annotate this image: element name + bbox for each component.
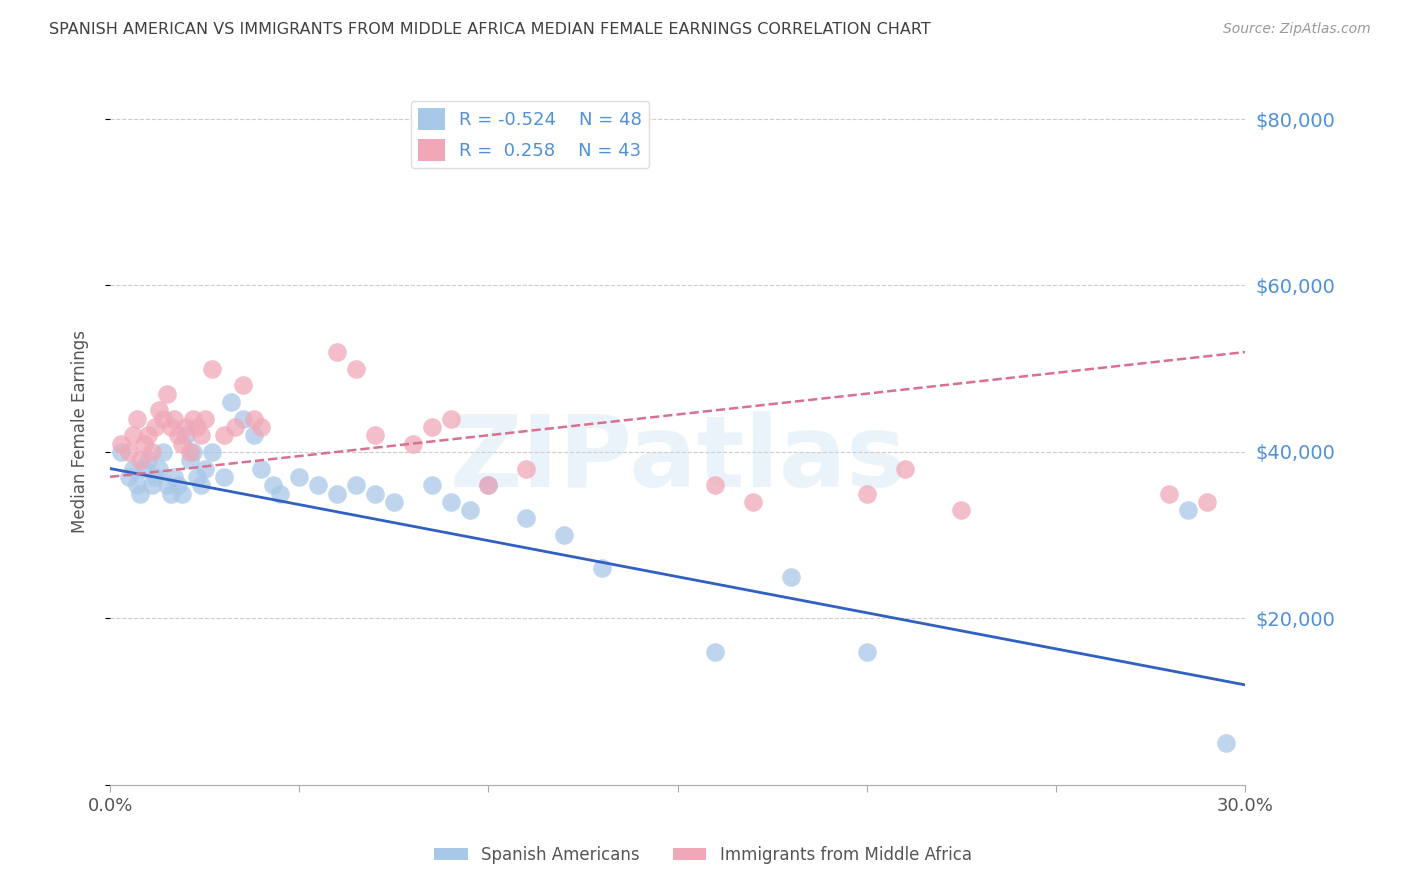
Point: [129, 453, 152, 467]
Point: [136, 428, 159, 442]
Point: [118, 470, 141, 484]
Point: [110, 436, 132, 450]
Point: [591, 561, 613, 575]
Point: [515, 511, 537, 525]
Point: [704, 478, 727, 492]
Point: [344, 478, 367, 492]
Point: [224, 420, 246, 434]
Text: ZIPatlas: ZIPatlas: [449, 411, 905, 508]
Point: [121, 461, 143, 475]
Point: [181, 411, 204, 425]
Point: [439, 411, 461, 425]
Point: [141, 478, 163, 492]
Point: [141, 445, 163, 459]
Point: [125, 411, 148, 425]
Point: [129, 486, 152, 500]
Point: [364, 486, 387, 500]
Point: [134, 436, 156, 450]
Point: [186, 470, 208, 484]
Point: [179, 453, 201, 467]
Point: [145, 470, 167, 484]
Point: [134, 461, 156, 475]
Point: [420, 420, 443, 434]
Point: [167, 428, 190, 442]
Point: [118, 445, 141, 459]
Point: [174, 420, 197, 434]
Text: Source: ZipAtlas.com: Source: ZipAtlas.com: [1223, 22, 1371, 37]
Point: [194, 461, 217, 475]
Point: [156, 386, 179, 401]
Point: [110, 445, 132, 459]
Point: [307, 478, 329, 492]
Point: [704, 645, 727, 659]
Point: [148, 403, 170, 417]
Point: [170, 436, 193, 450]
Legend: Spanish Americans, Immigrants from Middle Africa: Spanish Americans, Immigrants from Middl…: [427, 839, 979, 871]
Point: [1215, 736, 1237, 750]
Point: [156, 478, 179, 492]
Point: [326, 486, 349, 500]
Point: [152, 411, 174, 425]
Point: [856, 645, 879, 659]
Point: [742, 495, 765, 509]
Point: [950, 503, 973, 517]
Point: [212, 470, 235, 484]
Point: [145, 420, 167, 434]
Point: [136, 453, 159, 467]
Point: [201, 445, 224, 459]
Point: [288, 470, 311, 484]
Point: [179, 445, 201, 459]
Legend: R = -0.524    N = 48, R =  0.258    N = 43: R = -0.524 N = 48, R = 0.258 N = 43: [411, 101, 650, 168]
Point: [167, 478, 190, 492]
Y-axis label: Median Female Earnings: Median Female Earnings: [72, 330, 89, 533]
Text: SPANISH AMERICAN VS IMMIGRANTS FROM MIDDLE AFRICA MEDIAN FEMALE EARNINGS CORRELA: SPANISH AMERICAN VS IMMIGRANTS FROM MIDD…: [49, 22, 931, 37]
Point: [201, 361, 224, 376]
Point: [477, 478, 499, 492]
Point: [231, 378, 253, 392]
Point: [194, 411, 217, 425]
Point: [152, 445, 174, 459]
Point: [190, 428, 212, 442]
Point: [170, 486, 193, 500]
Point: [439, 495, 461, 509]
Point: [553, 528, 575, 542]
Point: [250, 461, 273, 475]
Point: [364, 428, 387, 442]
Point: [477, 478, 499, 492]
Point: [262, 478, 284, 492]
Point: [121, 428, 143, 442]
Point: [159, 486, 181, 500]
Point: [219, 395, 242, 409]
Point: [326, 345, 349, 359]
Point: [186, 420, 208, 434]
Point: [250, 420, 273, 434]
Point: [163, 470, 186, 484]
Point: [269, 486, 291, 500]
Point: [1159, 486, 1181, 500]
Point: [163, 411, 186, 425]
Point: [344, 361, 367, 376]
Point: [148, 461, 170, 475]
Point: [190, 478, 212, 492]
Point: [125, 478, 148, 492]
Point: [515, 461, 537, 475]
Point: [159, 420, 181, 434]
Point: [231, 411, 253, 425]
Point: [174, 428, 197, 442]
Point: [893, 461, 915, 475]
Point: [1177, 503, 1199, 517]
Point: [243, 428, 266, 442]
Point: [382, 495, 405, 509]
Point: [212, 428, 235, 442]
Point: [402, 436, 425, 450]
Point: [856, 486, 879, 500]
Point: [458, 503, 481, 517]
Point: [243, 411, 266, 425]
Point: [1197, 495, 1219, 509]
Point: [181, 445, 204, 459]
Point: [420, 478, 443, 492]
Point: [780, 570, 803, 584]
